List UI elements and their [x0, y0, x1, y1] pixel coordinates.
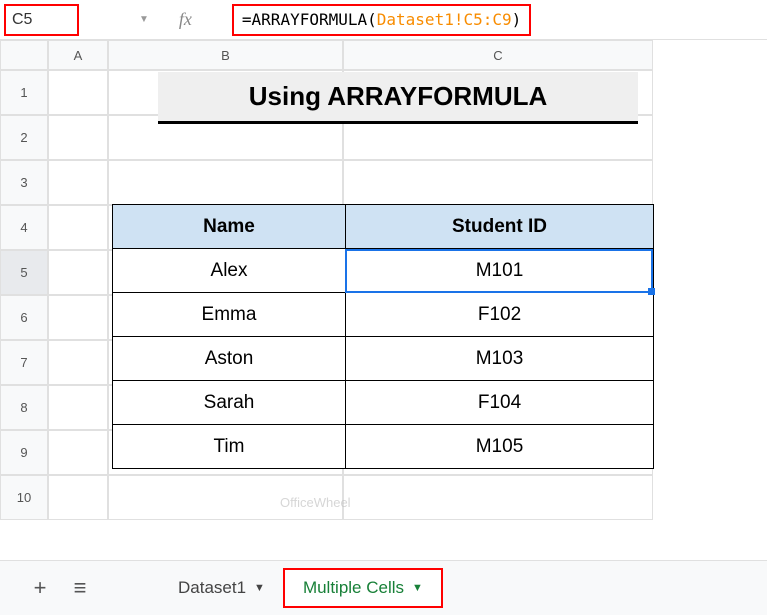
sheet-tabs-bar: + ≡ Dataset1 ▼ Multiple Cells ▼	[0, 560, 767, 615]
row-header[interactable]: 6	[0, 295, 48, 340]
table-row[interactable]: AstonM103	[113, 337, 654, 381]
add-sheet-button[interactable]: +	[20, 568, 60, 608]
row-header[interactable]: 10	[0, 475, 48, 520]
cell-id: M103	[346, 337, 654, 381]
table-header-id[interactable]: Student ID	[346, 205, 654, 249]
column-header-c[interactable]: C	[343, 40, 653, 70]
cell[interactable]	[108, 160, 343, 205]
tab-dropdown-icon[interactable]: ▼	[412, 582, 423, 594]
cell[interactable]	[48, 205, 108, 250]
all-sheets-button[interactable]: ≡	[60, 568, 100, 608]
formula-suffix: )	[512, 10, 522, 29]
cell-id: M101	[346, 249, 654, 293]
formula-bar: C5 ▼ fx =ARRAYFORMULA(Dataset1!C5:C9)	[0, 0, 767, 40]
cell[interactable]	[343, 475, 653, 520]
sheet-tab-dataset1[interactable]: Dataset1 ▼	[160, 570, 283, 606]
table-row[interactable]: EmmaF102	[113, 293, 654, 337]
cell[interactable]	[343, 160, 653, 205]
table-row[interactable]: TimM105	[113, 425, 654, 469]
cell[interactable]	[48, 160, 108, 205]
cell-id: F102	[346, 293, 654, 337]
cell[interactable]	[48, 250, 108, 295]
column-headers: A B C	[0, 40, 767, 70]
cell[interactable]	[48, 340, 108, 385]
row-header[interactable]: 3	[0, 160, 48, 205]
formula-input[interactable]: =ARRAYFORMULA(Dataset1!C5:C9)	[232, 4, 531, 36]
select-all-corner[interactable]	[0, 40, 48, 70]
column-header-a[interactable]: A	[48, 40, 108, 70]
formula-reference: Dataset1!C5:C9	[377, 10, 512, 29]
row-header[interactable]: 7	[0, 340, 48, 385]
sheet-tab-label: Dataset1	[178, 578, 246, 598]
fx-icon[interactable]: fx	[179, 9, 192, 30]
table-header-name[interactable]: Name	[113, 205, 346, 249]
spreadsheet-grid: A B C 1 2 3 4 5 6 7 8 9 10 Using ARRAYFO…	[0, 40, 767, 560]
row-header[interactable]: 5	[0, 250, 48, 295]
cell[interactable]	[48, 70, 108, 115]
page-title: Using ARRAYFORMULA	[158, 72, 638, 124]
cell[interactable]	[48, 295, 108, 340]
name-box-value: C5	[12, 11, 32, 29]
column-header-b[interactable]: B	[108, 40, 343, 70]
table-row[interactable]: AlexM101	[113, 249, 654, 293]
cell-name: Aston	[113, 337, 346, 381]
cell[interactable]	[48, 115, 108, 160]
watermark: OfficeWheel	[280, 495, 351, 510]
row-header[interactable]: 2	[0, 115, 48, 160]
row-header[interactable]: 8	[0, 385, 48, 430]
sheet-tab-multiple-cells[interactable]: Multiple Cells ▼	[283, 568, 443, 608]
name-box-dropdown-icon[interactable]: ▼	[139, 14, 149, 25]
cell-name: Alex	[113, 249, 346, 293]
formula-prefix: =ARRAYFORMULA(	[242, 10, 377, 29]
cell-name: Sarah	[113, 381, 346, 425]
cell-name: Tim	[113, 425, 346, 469]
cell[interactable]	[48, 475, 108, 520]
table-row[interactable]: SarahF104	[113, 381, 654, 425]
sheet-tab-label: Multiple Cells	[303, 578, 404, 598]
tab-dropdown-icon[interactable]: ▼	[254, 582, 265, 594]
row-header[interactable]: 9	[0, 430, 48, 475]
cell[interactable]	[48, 385, 108, 430]
row-header[interactable]: 1	[0, 70, 48, 115]
cell-name: Emma	[113, 293, 346, 337]
data-table: Name Student ID AlexM101 EmmaF102 AstonM…	[112, 204, 654, 469]
cell-id: F104	[346, 381, 654, 425]
cell-id: M105	[346, 425, 654, 469]
cell[interactable]	[48, 430, 108, 475]
row-header[interactable]: 4	[0, 205, 48, 250]
name-box[interactable]: C5	[4, 4, 79, 36]
